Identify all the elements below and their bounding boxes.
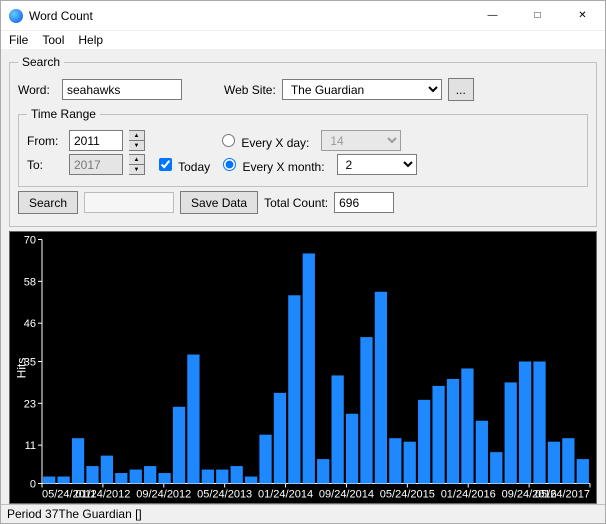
time-range-group: Time Range From: ▲▼ Every X day: 14 To: [18,107,588,187]
svg-text:01/24/2014: 01/24/2014 [258,489,313,501]
svg-text:58: 58 [24,276,36,288]
menu-file[interactable]: File [9,33,28,47]
minimize-button[interactable]: — [470,1,515,31]
today-checkbox[interactable]: Today [155,155,210,174]
window-title: Word Count [29,9,93,23]
chart-y-label: Hits [14,357,28,378]
to-label: To: [27,158,63,172]
search-button[interactable]: Search [18,191,78,214]
maximize-button[interactable]: □ [515,1,560,31]
website-browse-button[interactable]: ... [448,78,474,101]
from-label: From: [27,134,63,148]
website-select[interactable]: The Guardian [282,79,442,100]
titlebar: Word Count — □ ✕ [1,1,605,31]
svg-text:70: 70 [24,235,36,247]
every-day-select[interactable]: 14 [321,130,401,151]
chart-svg: 011233546587005/24/201101/24/201209/24/2… [10,232,596,503]
every-day-radio[interactable]: Every X day: [217,131,309,150]
menu-tool[interactable]: Tool [42,33,64,47]
from-input[interactable] [69,130,123,151]
chart: Hits 011233546587005/24/201101/24/201209… [9,231,597,504]
every-month-radio-input[interactable] [223,158,236,171]
progress-bar [84,192,174,213]
close-button[interactable]: ✕ [560,1,605,31]
statusbar: Period 37The Guardian [] [1,504,605,523]
search-legend: Search [18,55,64,69]
app-window: Word Count — □ ✕ File Tool Help Search W… [0,0,606,524]
svg-text:46: 46 [24,318,36,330]
every-month-select[interactable]: 2 [337,154,417,175]
menubar: File Tool Help [1,31,605,49]
menu-help[interactable]: Help [78,33,103,47]
svg-text:23: 23 [24,398,36,410]
app-icon [9,9,23,23]
svg-text:09/24/2014: 09/24/2014 [319,489,374,501]
website-label: Web Site: [224,83,276,97]
svg-text:09/24/2012: 09/24/2012 [136,489,191,501]
svg-text:01/24/2016: 01/24/2016 [441,489,496,501]
every-month-radio[interactable]: Every X month: [218,155,324,174]
status-text: Period 37The Guardian [] [7,507,142,521]
total-count-value [334,192,394,213]
word-input[interactable] [62,79,182,100]
save-data-button[interactable]: Save Data [180,191,258,214]
svg-text:01/24/2012: 01/24/2012 [75,489,130,501]
every-day-radio-input[interactable] [222,134,235,147]
word-label: Word: [18,83,56,97]
to-input [69,154,123,175]
to-spinner[interactable]: ▲▼ [129,154,145,175]
time-range-legend: Time Range [27,107,100,121]
svg-text:05/24/2015: 05/24/2015 [380,489,435,501]
svg-text:05/24/2013: 05/24/2013 [197,489,252,501]
today-checkbox-input[interactable] [159,158,172,171]
total-count-label: Total Count: [264,196,328,210]
search-group: Search Word: Web Site: The Guardian ... … [9,55,597,227]
svg-text:0: 0 [30,479,36,491]
svg-text:11: 11 [25,440,36,452]
content-area: Search Word: Web Site: The Guardian ... … [1,49,605,504]
svg-text:05/24/2017: 05/24/2017 [535,489,590,501]
from-spinner[interactable]: ▲▼ [129,130,145,151]
